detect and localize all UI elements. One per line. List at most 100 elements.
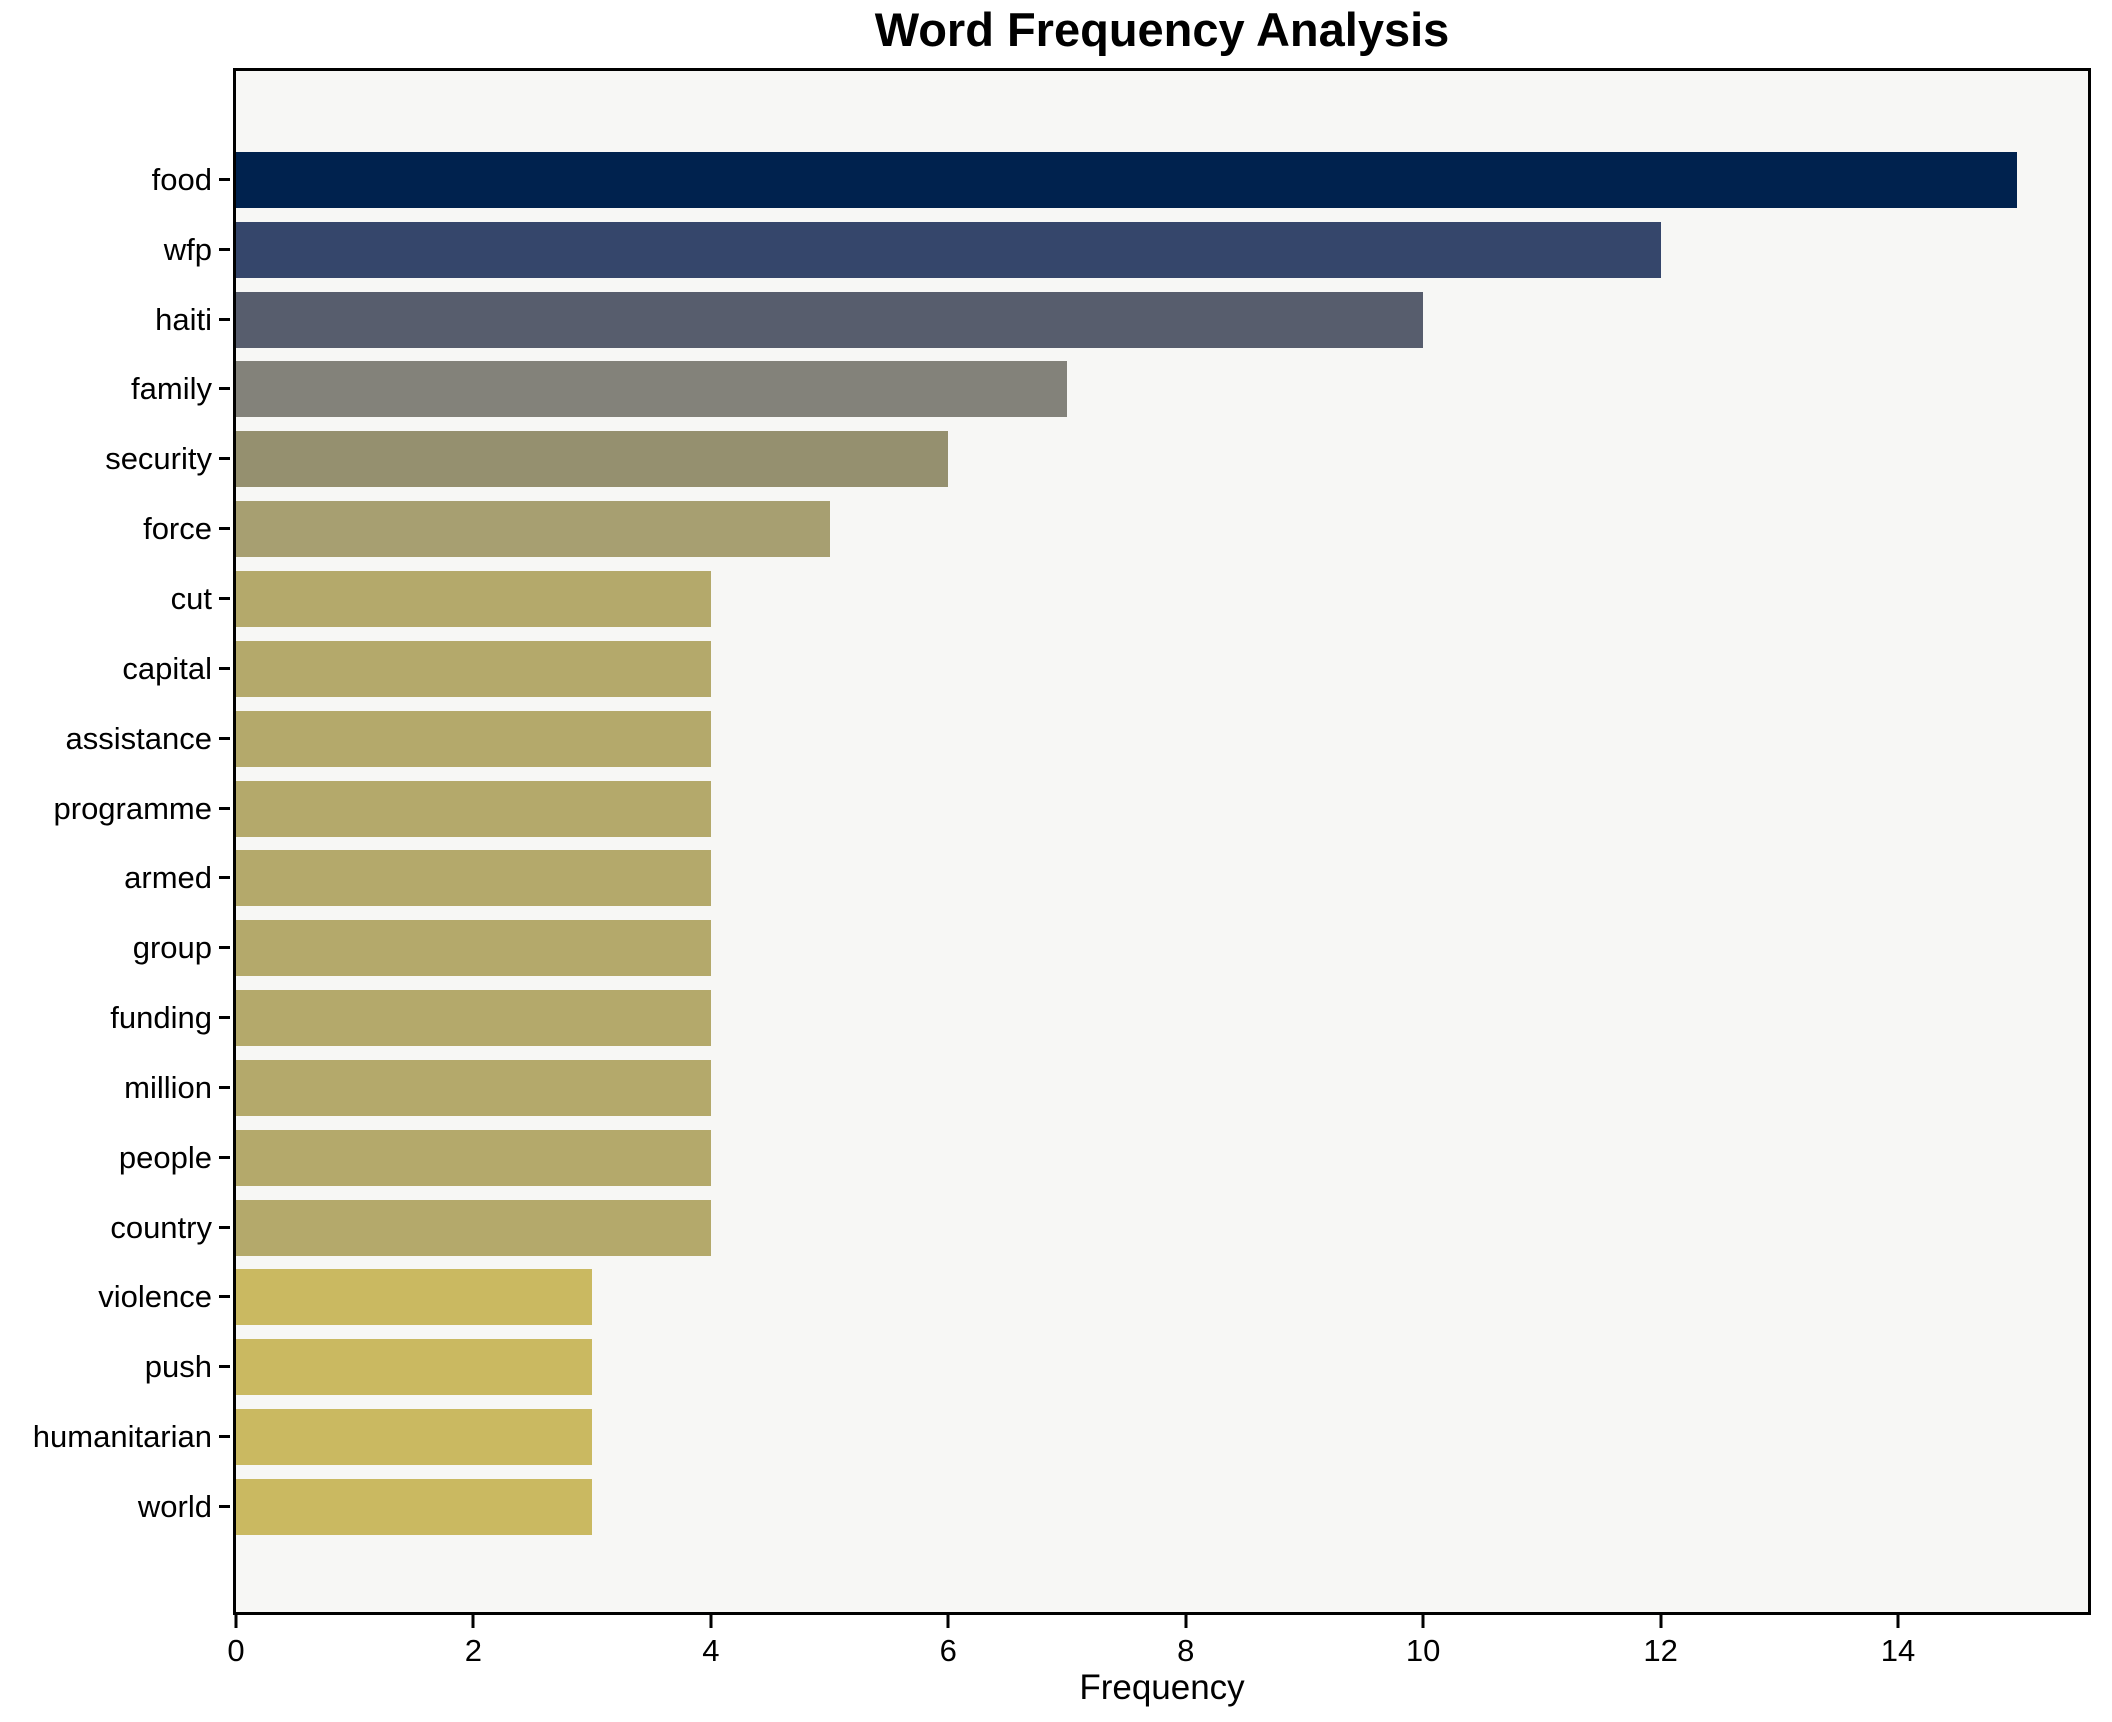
y-tick-label: cut [170,580,212,616]
x-tick-label: 12 [1643,1633,1678,1668]
y-tick-label: country [110,1209,212,1245]
y-tick-label: assistance [65,720,212,756]
chart-row: assistance [66,704,2088,774]
y-tick-mark [219,317,230,321]
y-tick-label: humanitarian [32,1419,212,1455]
bar-food [236,151,2017,208]
bar-world [236,1478,593,1535]
bar-capital [236,640,711,697]
chart-row: force [143,494,2088,564]
bars-container: food wfp haiti family security force cut capita… [33,71,2088,1612]
y-tick-label: force [143,511,212,547]
y-tick-label: violence [98,1279,212,1315]
y-tick-label: wfp [163,231,212,267]
x-tick-mark [1184,1615,1188,1628]
bar-force [236,501,830,558]
y-tick-label: people [118,1139,212,1175]
x-tick-label: 0 [227,1633,245,1668]
y-tick-mark [219,1085,230,1089]
y-tick-mark [219,806,230,810]
bar-people [236,1129,711,1186]
y-tick-label: million [124,1069,212,1105]
chart-row: programme [54,774,2088,844]
chart-row: world [138,1472,2088,1542]
bar-programme [236,780,711,837]
x-tick-label: 14 [1880,1633,1916,1668]
bar-funding [236,990,711,1047]
chart-row: security [105,424,2088,494]
y-tick-label: programme [53,790,213,826]
chart-row: cut [171,564,2088,634]
chart-row: funding [110,983,2088,1053]
y-tick-mark [219,736,230,740]
chart-row: food [152,145,2088,215]
chart-row: push [145,1332,2088,1402]
y-tick-label: capital [122,650,212,686]
y-tick-mark [219,247,230,251]
x-tick-mark [1896,1615,1900,1628]
y-tick-mark [219,1504,230,1508]
y-tick-mark [219,946,230,950]
y-tick-mark [219,1365,230,1369]
y-tick-mark [219,1225,230,1229]
y-tick-mark [219,527,230,531]
bar-assistance [236,710,711,767]
bar-million [236,1059,711,1116]
bar-family [236,361,1068,418]
x-axis: 0 2 4 6 8 10 12 14 [227,1615,2088,1685]
chart-row: group [133,913,2088,983]
chart-row: armed [124,843,2088,913]
y-tick-mark [219,666,230,670]
y-tick-label: armed [124,860,212,896]
chart-row: violence [98,1263,2088,1333]
x-tick-mark [709,1615,713,1628]
y-tick-mark [219,457,230,461]
y-tick-mark [219,1435,230,1439]
chart-title: Word Frequency Analysis [874,3,1450,56]
y-tick-label: haiti [155,301,212,337]
y-tick-mark [219,596,230,600]
y-tick-mark [219,1016,230,1020]
x-tick-mark [234,1615,238,1628]
y-tick-label: food [151,161,212,197]
chart-row: people [119,1123,2088,1193]
chart-row: humanitarian [33,1402,2088,1472]
bar-country [236,1199,711,1256]
x-tick-label: 2 [464,1633,483,1668]
y-tick-mark [219,876,230,880]
bar-push [236,1339,593,1396]
bar-wfp [236,221,1661,278]
chart-row: family [131,355,2088,425]
bar-armed [236,850,711,907]
y-tick-label: group [132,930,212,966]
y-tick-mark [219,1155,230,1159]
bar-violence [236,1269,593,1326]
bar-cut [236,570,711,627]
x-tick-label: 10 [1405,1633,1441,1668]
y-tick-mark [219,177,230,181]
bar-group [236,920,711,977]
y-tick-label: family [131,371,212,407]
x-tick-label: 8 [1177,1633,1195,1668]
x-tick-mark [1659,1615,1663,1628]
chart-row: haiti [155,285,2088,355]
x-axis-label: Frequency [1079,1668,1245,1707]
y-tick-label: security [105,441,212,477]
y-tick-mark [219,1295,230,1299]
bar-humanitarian [236,1409,593,1466]
y-tick-label: world [137,1488,212,1524]
x-tick-label: 4 [702,1633,720,1668]
plot-area: food wfp haiti family security force cut capita… [33,68,2091,1615]
x-tick-mark [471,1615,475,1628]
chart-row: country [110,1193,2088,1263]
bar-security [236,431,949,488]
x-tick-label: 6 [939,1633,957,1668]
x-tick-mark [1421,1615,1425,1628]
y-tick-label: push [144,1349,212,1385]
chart-row: wfp [164,215,2088,285]
x-tick-mark [946,1615,950,1628]
chart-row: capital [122,634,2088,704]
chart-row: million [124,1053,2088,1123]
y-tick-mark [219,387,230,391]
